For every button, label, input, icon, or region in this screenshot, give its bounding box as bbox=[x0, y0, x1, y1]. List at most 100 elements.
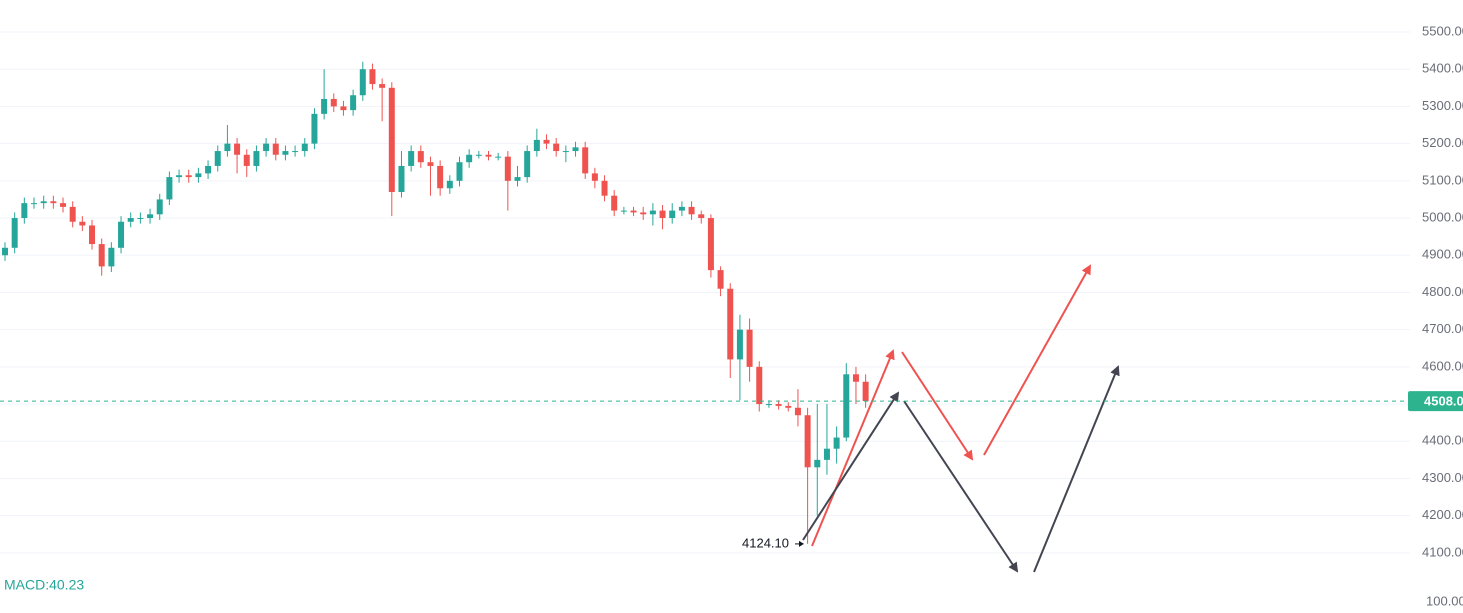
drawing-arrow bbox=[802, 391, 900, 541]
candle-body bbox=[572, 147, 579, 152]
candle-body bbox=[21, 203, 28, 219]
candle-body bbox=[398, 165, 405, 192]
candle-body bbox=[234, 143, 241, 155]
candle-body bbox=[543, 139, 550, 144]
candle-body bbox=[427, 162, 434, 166]
candle-body bbox=[707, 218, 714, 271]
candle-body bbox=[11, 218, 18, 248]
candle-body bbox=[794, 407, 801, 416]
y-tick-label: 4100.00 bbox=[1422, 544, 1463, 559]
candle-body bbox=[50, 201, 57, 204]
candle-body bbox=[582, 147, 589, 174]
y-tick-label: 5200.00 bbox=[1422, 135, 1463, 150]
y-tick-label: 5100.00 bbox=[1422, 172, 1463, 187]
candle-body bbox=[514, 177, 521, 181]
candle-body bbox=[301, 143, 308, 152]
candle-body bbox=[475, 154, 482, 156]
last-price-label: 4508.00 bbox=[1424, 394, 1463, 409]
last-price-tag bbox=[1408, 391, 1463, 412]
candle-body bbox=[263, 143, 270, 152]
candle-body bbox=[504, 156, 511, 181]
candle-body bbox=[659, 210, 666, 219]
candle-body bbox=[359, 69, 366, 96]
candle-body bbox=[698, 214, 705, 219]
candle-body bbox=[31, 203, 38, 205]
candle-body bbox=[862, 381, 869, 402]
candle-body bbox=[553, 143, 560, 152]
y-tick-label: 5400.00 bbox=[1422, 61, 1463, 76]
candle-body bbox=[727, 288, 734, 360]
candle-body bbox=[804, 415, 811, 468]
candle-body bbox=[640, 212, 647, 215]
candle-body bbox=[466, 154, 473, 163]
candle-body bbox=[282, 151, 289, 155]
candle-body bbox=[127, 218, 134, 222]
candle-body bbox=[630, 210, 637, 213]
candle-body bbox=[562, 151, 569, 153]
y-tick-label: 4700.00 bbox=[1422, 321, 1463, 336]
y-tick-label: 4900.00 bbox=[1422, 247, 1463, 262]
candle-body bbox=[688, 206, 695, 215]
candle-body bbox=[756, 366, 763, 405]
candle-body bbox=[195, 173, 202, 178]
candle-body bbox=[485, 154, 492, 157]
y-tick-label: 5300.00 bbox=[1422, 98, 1463, 113]
low-pointer-head bbox=[799, 540, 804, 547]
candle-body bbox=[746, 329, 753, 367]
candle-body bbox=[118, 221, 125, 248]
candle-body bbox=[253, 151, 260, 166]
y-tick-label: 4400.00 bbox=[1422, 433, 1463, 448]
candle-body bbox=[669, 210, 676, 219]
y-tick-label: 5500.00 bbox=[1422, 23, 1463, 38]
candle-body bbox=[2, 247, 8, 256]
drawing-arrow bbox=[901, 351, 974, 461]
drawing-arrow bbox=[983, 264, 1091, 456]
candle-body bbox=[446, 180, 453, 189]
candle-body bbox=[272, 143, 279, 155]
candle-body bbox=[292, 151, 299, 153]
y-tick-label: 5000.00 bbox=[1422, 209, 1463, 224]
candle-body bbox=[311, 113, 318, 144]
candle-body bbox=[79, 221, 86, 226]
candle-body bbox=[60, 203, 67, 207]
candle-body bbox=[417, 151, 424, 163]
candle-body bbox=[408, 151, 415, 166]
candle-body bbox=[224, 143, 231, 152]
candle-body bbox=[852, 374, 859, 382]
candle-body bbox=[765, 404, 772, 406]
drawing-arrow bbox=[811, 349, 895, 547]
candle-body bbox=[89, 225, 96, 245]
candle-body bbox=[147, 214, 154, 219]
candle-body bbox=[833, 437, 840, 449]
candle-body bbox=[678, 206, 685, 211]
candles bbox=[2, 61, 869, 544]
candle-body bbox=[456, 162, 463, 181]
low-label: 4124.10 bbox=[742, 535, 789, 550]
candle-body bbox=[108, 247, 115, 267]
candle-body bbox=[98, 244, 105, 267]
candle-body bbox=[321, 98, 328, 114]
candle-body bbox=[69, 206, 76, 222]
candle-body bbox=[437, 165, 444, 189]
candle-body bbox=[379, 84, 386, 88]
candle-body bbox=[166, 177, 173, 200]
candle-body bbox=[823, 448, 830, 460]
drawing-arrow bbox=[903, 400, 1019, 573]
candle-body bbox=[611, 195, 618, 211]
candle-body bbox=[649, 210, 656, 215]
candle-body bbox=[495, 156, 502, 158]
candle-body bbox=[40, 201, 47, 204]
candle-body bbox=[330, 98, 337, 107]
candle-body bbox=[620, 210, 627, 212]
candle-body bbox=[591, 173, 598, 181]
candle-body bbox=[524, 151, 531, 178]
candle-body bbox=[137, 218, 144, 220]
candle-body bbox=[785, 405, 792, 408]
candle-body bbox=[156, 199, 163, 215]
candle-body bbox=[243, 154, 250, 166]
candle-body bbox=[814, 459, 821, 468]
y-tick-label: 4200.00 bbox=[1422, 507, 1463, 522]
candle-body bbox=[185, 175, 192, 178]
